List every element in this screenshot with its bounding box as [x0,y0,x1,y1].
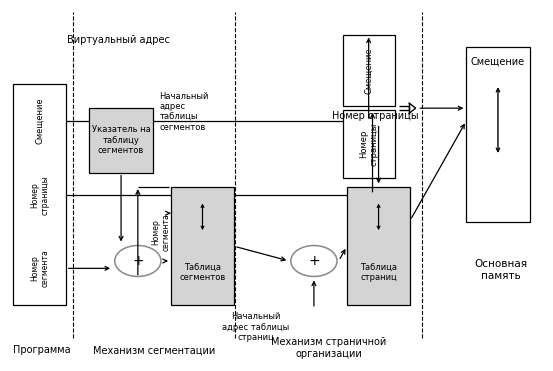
Circle shape [114,246,161,276]
Text: Основная
память: Основная память [474,259,527,281]
Text: Номер
страницы: Номер страницы [30,175,49,214]
Text: Механизм страничной
организации: Механизм страничной организации [271,338,387,359]
Text: Начальный
адрес таблицы
страниц: Начальный адрес таблицы страниц [222,312,289,342]
Text: Программа: Программа [13,345,70,355]
Text: Номер страницы: Номер страницы [331,111,418,121]
Text: Смещение: Смещение [35,98,44,144]
Text: +: + [308,254,320,268]
Text: Номер
страницы: Номер страницы [359,122,378,166]
Bar [347,187,410,305]
Bar [90,108,153,173]
Text: Номер
сегмента: Номер сегмента [30,249,49,287]
Text: Указатель на
таблицу
сегментов: Указатель на таблицу сегментов [92,125,150,155]
Circle shape [291,246,337,276]
Text: Таблица
сегментов: Таблица сегментов [179,262,226,282]
Bar [466,47,530,222]
Bar [171,187,234,305]
Text: Смещение: Смещение [364,47,373,94]
Bar [13,84,66,305]
Text: +: + [132,254,144,268]
Text: Виртуальный адрес: Виртуальный адрес [67,35,170,45]
Text: Номер
сегмента: Номер сегмента [152,213,171,251]
Text: Начальный
адрес
таблицы
сегментов: Начальный адрес таблицы сегментов [159,92,208,132]
Text: Механизм сегментации: Механизм сегментации [93,345,216,355]
Text: Таблица
страниц: Таблица страниц [360,262,397,282]
Bar [342,110,395,178]
Text: Смещение: Смещение [471,56,525,66]
Bar [342,35,395,106]
